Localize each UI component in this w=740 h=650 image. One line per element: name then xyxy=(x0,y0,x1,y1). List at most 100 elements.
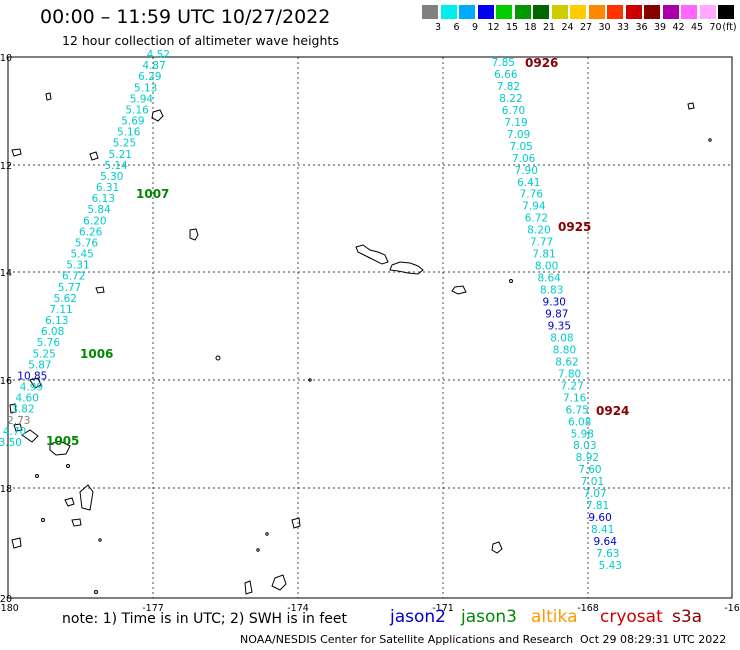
wave-height-label: 7.09 xyxy=(507,129,530,141)
wave-height-label: 5.84 xyxy=(87,204,111,216)
islet-3 xyxy=(708,138,712,142)
wave-height-label: 5.25 xyxy=(113,138,136,150)
altimeter-tracks: 4.524.876.295.135.945.165.695.165.255.21… xyxy=(0,49,629,572)
wave-height-label: 7.06 xyxy=(512,153,536,165)
legend-label: 24 xyxy=(561,22,574,33)
satellite-name: jason2 xyxy=(390,607,446,627)
legend-swatch xyxy=(607,5,623,19)
island-q xyxy=(687,102,695,110)
island-d xyxy=(491,541,503,554)
wave-height-label: 5.16 xyxy=(117,127,141,139)
legend-swatch xyxy=(496,5,512,19)
lat-tick-label: -10 xyxy=(0,53,12,64)
legend-swatch xyxy=(533,5,549,19)
wave-height-label: 5.43 xyxy=(599,560,622,572)
island-l xyxy=(9,403,17,414)
wave-height-label: 7.05 xyxy=(509,141,532,153)
island-e xyxy=(21,429,39,443)
legend-swatch xyxy=(514,5,531,19)
wave-height-label: 6.72 xyxy=(62,271,85,283)
legend-label: 9 xyxy=(471,22,479,33)
wave-height-label: 5.98 xyxy=(571,428,594,440)
legend-swatch xyxy=(570,5,586,19)
islet-7 xyxy=(94,590,98,594)
island-h xyxy=(271,574,287,591)
wave-height-label: 9.87 xyxy=(545,309,568,321)
wave-height-label: 6.29 xyxy=(138,71,161,83)
wave-height-label: 4.70 xyxy=(3,426,26,438)
wave-height-label: 5.30 xyxy=(100,171,123,183)
legend-label: 12 xyxy=(487,22,500,33)
lat-tick-label: -18 xyxy=(0,484,12,495)
island-m xyxy=(13,423,23,432)
axis-labels: -10 -12 -14 -16 -18 -20-180 -177 -174 -171 -168 -1… xyxy=(0,53,740,614)
wave-height-label: 4.60 xyxy=(16,393,39,405)
island-f xyxy=(49,440,71,456)
legend-swatch xyxy=(551,5,568,19)
island-r xyxy=(95,286,105,294)
wave-height-label: 5.21 xyxy=(109,149,132,161)
legend-label: 6 xyxy=(453,22,460,33)
wave-height-label: 4.99 xyxy=(20,382,43,394)
wave-height-label: 7.90 xyxy=(515,165,538,177)
wave-height-label: 5.94 xyxy=(130,93,154,105)
lat-tick-label: -16 xyxy=(0,376,12,387)
legend-swatch xyxy=(422,5,438,19)
islet-6 xyxy=(41,518,45,522)
pass-time-label: 0926 xyxy=(525,56,558,70)
pass-time-label: 0925 xyxy=(558,220,591,234)
pass-time-label: 1007 xyxy=(136,187,169,201)
wave-height-label: 7.27 xyxy=(560,380,583,392)
island-j xyxy=(291,517,301,529)
legend-swatch xyxy=(459,5,475,19)
wave-height-label: 5.87 xyxy=(28,359,51,371)
wave-height-label: 9.30 xyxy=(543,297,566,309)
wave-height-label: 8.08 xyxy=(550,332,573,344)
islet-10 xyxy=(66,464,70,468)
wave-height-label: 7.07 xyxy=(583,488,606,500)
island-c xyxy=(451,285,467,295)
legend-swatch xyxy=(699,5,716,19)
wave-height-label: 8.62 xyxy=(555,356,578,368)
island-i xyxy=(244,580,253,595)
wave-height-label: 4.52 xyxy=(147,49,170,61)
islet-2 xyxy=(509,279,513,283)
wave-height-label: 6.08 xyxy=(568,416,591,428)
wave-height-label: 8.03 xyxy=(573,440,596,452)
lon-tick-label: -171 xyxy=(432,603,454,614)
wave-height-label: 6.75 xyxy=(565,404,588,416)
legend-swatch xyxy=(440,5,457,19)
wave-height-label: 9.60 xyxy=(588,512,611,524)
wave-height-label: 7.94 xyxy=(522,201,546,213)
islet-4 xyxy=(308,378,312,382)
wave-height-label: 7.76 xyxy=(520,189,544,201)
islet-1 xyxy=(215,355,221,361)
footer-note: note: 1) Time is in UTC; 2) SWH is in fe… xyxy=(62,611,348,627)
wave-height-label: 9.64 xyxy=(594,536,618,548)
wave-height-label: 7.81 xyxy=(586,500,609,512)
wave-height-label: 5.62 xyxy=(54,293,77,305)
pass-time-label: 1005 xyxy=(46,434,79,448)
lon-tick-label: -177 xyxy=(142,603,164,614)
wave-height-label: 8.20 xyxy=(527,225,550,237)
wave-height-label: 9.35 xyxy=(548,320,571,332)
wave-height-label: 6.70 xyxy=(502,105,525,117)
wave-height-label: 5.76 xyxy=(75,237,99,249)
generated-timestamp: Oct 29 08:29:31 UTC 2022 xyxy=(580,633,727,646)
legend-swatch xyxy=(662,5,679,19)
wave-height-label: 7.60 xyxy=(578,464,601,476)
legend-label: 33 xyxy=(616,22,630,33)
wave-height-label: 6.08 xyxy=(41,326,64,338)
wave-height-label: 7.11 xyxy=(49,304,72,316)
islet-8 xyxy=(265,532,269,536)
wave-height-label: 7.81 xyxy=(532,249,555,261)
legend-label: 21 xyxy=(542,22,556,33)
legend-swatch xyxy=(718,5,734,19)
island-samoa-upolu xyxy=(355,244,389,265)
lon-tick-label: -174 xyxy=(287,603,309,614)
island-outlines xyxy=(9,92,712,595)
wave-height-label: 8.41 xyxy=(591,524,614,536)
legend-label: 18 xyxy=(524,22,537,33)
wave-height-label: 7.63 xyxy=(596,548,619,560)
